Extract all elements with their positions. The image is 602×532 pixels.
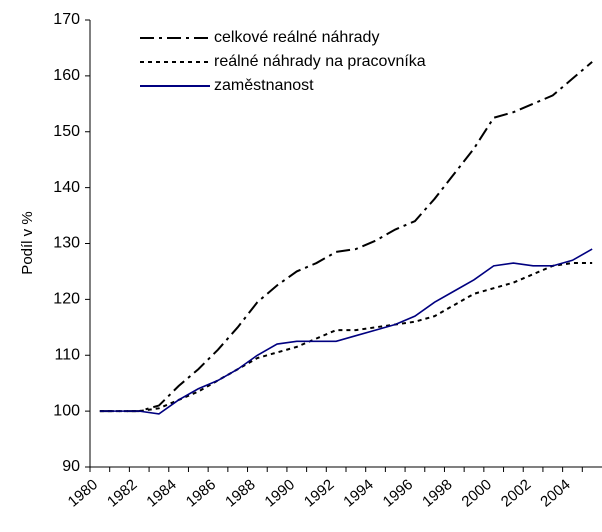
x-tick-label: 2004 xyxy=(537,476,573,510)
x-tick-label: 1984 xyxy=(143,476,179,510)
x-tick-label: 1998 xyxy=(419,476,455,510)
x-tick-label: 2002 xyxy=(498,476,534,510)
series-line xyxy=(99,61,593,413)
x-tick-label: 1988 xyxy=(222,476,258,510)
x-tick-label: 1990 xyxy=(262,476,298,510)
x-tick-label: 1994 xyxy=(340,476,376,510)
y-tick-label: 110 xyxy=(54,346,80,363)
x-tick-label: 1996 xyxy=(380,476,416,510)
y-tick-label: 130 xyxy=(53,235,80,252)
legend-label: zaměstnanost xyxy=(214,77,314,94)
y-tick-label: 100 xyxy=(53,402,80,419)
x-tick-label: 1986 xyxy=(183,476,219,510)
y-tick-label: 160 xyxy=(53,67,80,84)
legend-label: celkové reálné náhrady xyxy=(214,29,379,46)
x-tick-label: 1982 xyxy=(104,476,140,510)
series-line xyxy=(99,248,593,415)
legend-label: reálné náhrady na pracovníka xyxy=(214,53,426,70)
series-line xyxy=(99,262,593,413)
x-tick-label: 2000 xyxy=(458,476,494,510)
y-tick-label: 140 xyxy=(53,179,80,196)
y-tick-label: 150 xyxy=(53,123,80,140)
y-tick-label: 170 xyxy=(53,11,80,28)
y-tick-label: 90 xyxy=(62,458,80,475)
x-tick-label: 1980 xyxy=(65,476,101,510)
y-tick-label: 120 xyxy=(53,291,80,308)
y-axis-label: Podíl v % xyxy=(19,211,36,274)
x-tick-label: 1992 xyxy=(301,476,337,510)
